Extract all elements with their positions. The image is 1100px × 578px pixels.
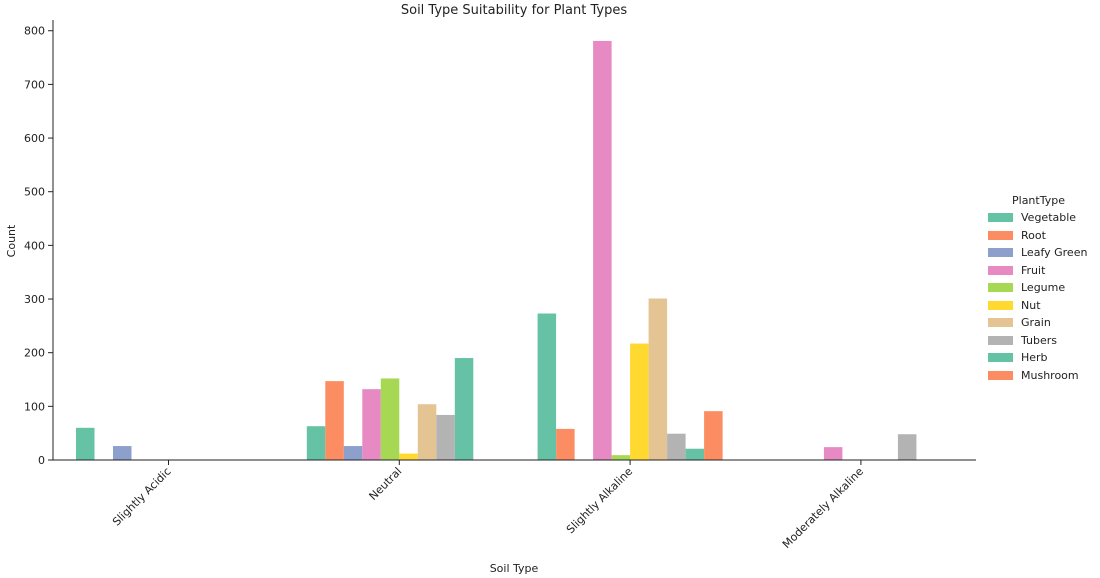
y-tick-label: 600: [24, 132, 45, 145]
y-tick-label: 300: [24, 293, 45, 306]
y-tick-label: 100: [24, 400, 45, 413]
legend-label: Leafy Green: [1021, 246, 1088, 260]
legend: PlantType Vegetable Root Leafy Green Fruit L…: [988, 194, 1087, 384]
legend-label: Grain: [1021, 316, 1051, 330]
y-tick-label: 400: [24, 239, 45, 252]
bar: [685, 448, 705, 460]
bar: [556, 428, 575, 460]
legend-label: Mushroom: [1021, 368, 1079, 382]
legend-swatch: [988, 370, 1013, 380]
legend-swatch: [988, 213, 1013, 223]
legend-swatch: [988, 230, 1013, 240]
bar: [611, 455, 631, 460]
legend-label: Tubers: [1021, 333, 1058, 347]
bar: [630, 343, 649, 460]
bar: [823, 447, 843, 460]
legend-label: Fruit: [1021, 263, 1046, 277]
legend-items: Vegetable Root Leafy Green Fruit Legume Nut Gr…: [988, 209, 1087, 384]
x-tick-label: Slightly Alkaline: [564, 465, 635, 536]
y-tick-label: 200: [24, 347, 45, 360]
legend-item: Vegetable: [988, 209, 1087, 227]
bar: [113, 446, 132, 460]
bar: [454, 358, 474, 460]
legend-item: Herb: [988, 349, 1087, 367]
y-tick-label: 800: [24, 25, 45, 38]
bar: [362, 389, 381, 460]
x-tick-label: Moderately Alkaline: [780, 465, 866, 551]
x-tick-label: Neutral: [367, 465, 405, 503]
legend-label: Legume: [1021, 281, 1066, 295]
y-tick-label: 0: [38, 454, 45, 467]
y-tick-label: 500: [24, 186, 45, 199]
legend-label: Nut: [1021, 298, 1041, 312]
bar: [436, 414, 455, 460]
bar: [704, 411, 723, 460]
x-tick-label: Slightly Acidic: [110, 465, 174, 529]
legend-swatch: [988, 318, 1013, 328]
bar: [399, 453, 418, 460]
bar: [306, 426, 326, 460]
bar: [537, 313, 557, 460]
x-axis: Slightly Acidic Neutral Slightly Alkaline M…: [110, 460, 866, 551]
x-axis-label: Soil Type: [490, 562, 539, 575]
legend-swatch: [988, 248, 1013, 258]
legend-label: Herb: [1021, 351, 1048, 365]
bar: [897, 434, 917, 460]
legend-item: Nut: [988, 297, 1087, 315]
bar: [417, 404, 437, 460]
legend-label: Vegetable: [1021, 211, 1077, 225]
legend-item: Mushroom: [988, 367, 1087, 385]
bar: [343, 446, 363, 460]
bar: [667, 433, 686, 460]
legend-swatch: [988, 335, 1013, 345]
legend-item: Fruit: [988, 262, 1087, 280]
chart-title: Soil Type Suitability for Plant Types: [401, 3, 627, 18]
bars: [76, 40, 917, 461]
legend-item: Root: [988, 227, 1087, 245]
legend-item: Tubers: [988, 332, 1087, 350]
legend-title: PlantType: [1012, 194, 1065, 207]
legend-label: Root: [1021, 228, 1046, 242]
legend-swatch: [988, 300, 1013, 310]
legend-item: Legume: [988, 279, 1087, 297]
bar: [648, 298, 668, 460]
bar: [593, 40, 612, 461]
bar: [380, 378, 400, 460]
legend-swatch: [988, 353, 1013, 363]
bar: [76, 427, 95, 460]
y-axis: 0 100 200 300 400 500 600 700 800: [24, 25, 53, 467]
legend-swatch: [988, 265, 1013, 275]
legend-item: Leafy Green: [988, 244, 1087, 262]
bar: [325, 381, 344, 460]
y-tick-label: 700: [24, 78, 45, 91]
y-axis-label: Count: [5, 224, 18, 257]
legend-swatch: [988, 283, 1013, 293]
legend-item: Grain: [988, 314, 1087, 332]
